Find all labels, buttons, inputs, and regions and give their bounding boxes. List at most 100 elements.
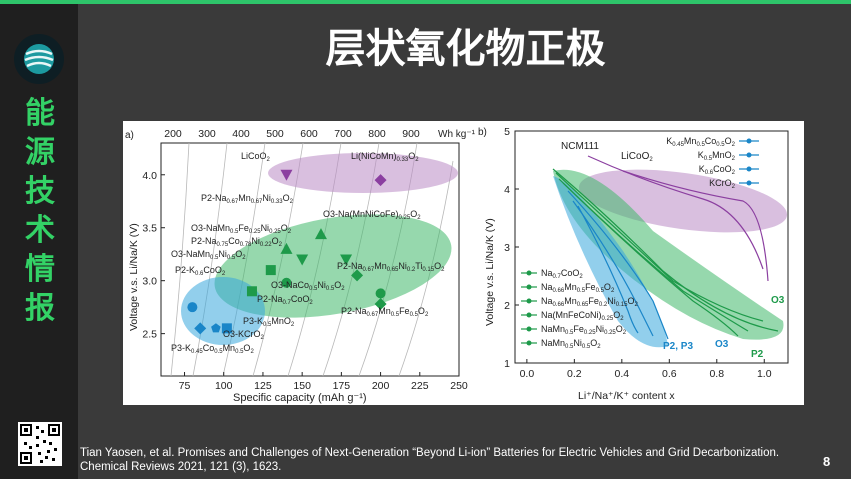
chart-a-point bbox=[281, 277, 292, 288]
curve-licoo2 bbox=[622, 170, 769, 282]
annot-p3-kmno2: P3-K0.5MnO2 bbox=[243, 316, 295, 328]
annot-p2-namnni: P2-Na0.67Mn0.67Ni0.33O2 bbox=[201, 193, 294, 205]
figure-panel: 75 100 125 150 175 200 225 250 2.5 3.0 3.5 4.0 200 30… bbox=[123, 121, 804, 405]
chart-a-top-tick-label: 700 bbox=[334, 128, 352, 140]
chart-a-point bbox=[280, 242, 293, 254]
chart-b-curves bbox=[552, 155, 779, 340]
reference-citation: Tian Yaosen, et al. Promises and Challen… bbox=[80, 446, 800, 474]
curve-k-3 bbox=[577, 205, 639, 334]
chart-a-xtick-label: 200 bbox=[372, 380, 390, 392]
curve-label-ncm111: NCM111 bbox=[561, 141, 599, 152]
curve-na-4 bbox=[562, 182, 739, 337]
curve-ncm111 bbox=[587, 155, 764, 270]
chart-a-top-tick-label: 800 bbox=[368, 128, 386, 140]
chart-a-point bbox=[211, 323, 221, 333]
legend-potassium-marker bbox=[746, 166, 752, 172]
annot-p2-kcoo2: P2-K0.6CoO2 bbox=[175, 265, 226, 277]
legend-sodium-marker bbox=[526, 270, 532, 276]
legend-sodium-label: Na0.7CoO2 bbox=[541, 268, 583, 280]
chart-a-points bbox=[187, 169, 387, 335]
chart-b-xtick-label: 0.2 bbox=[567, 368, 582, 380]
chart-b-xtick-label: 0.0 bbox=[520, 368, 535, 380]
chart-b-legend-sodium: Na0.7CoO2 Na0.66Mn0.5Fe0.5O2 Na0.66Mn0.65F… bbox=[521, 268, 638, 350]
chart-a-xtick-label: 250 bbox=[450, 380, 468, 392]
annot-licoo2: LiCoO2 bbox=[241, 151, 271, 163]
chart-a-ytick-label: 4.0 bbox=[142, 170, 157, 182]
annot-o3-kcro2: O3-KCrO2 bbox=[223, 329, 265, 341]
sidebar-char: 技 bbox=[25, 174, 55, 209]
chart-b-ytick-label: 5 bbox=[504, 126, 510, 138]
chart-a-point bbox=[187, 302, 198, 313]
chart-b-xtick-label: 0.8 bbox=[709, 368, 724, 380]
annot-p2-namnfe: P2-Na0.67Mn0.5Fe0.5O2 bbox=[341, 306, 429, 318]
legend-potassium-label: K0.45Mn0.5Co0.5O2 bbox=[666, 136, 735, 148]
chart-a-point bbox=[374, 297, 387, 310]
chart-b-xtick-label: 0.6 bbox=[662, 368, 677, 380]
annot-p2-nacoNi: P2-Na0.75Co0.78Ni0.22O2 bbox=[191, 236, 283, 248]
curve-k-1 bbox=[567, 190, 669, 340]
annot-p2-nacoo2: P2-Na0.7CoO2 bbox=[257, 294, 313, 306]
legend-potassium-label: K0.5MnO2 bbox=[698, 150, 736, 162]
chart-a-top-tick-label: 400 bbox=[232, 128, 250, 140]
chart-b-ytick-label: 3 bbox=[504, 242, 510, 254]
legend-potassium-label: KCrO2 bbox=[709, 178, 736, 190]
top-accent-bar bbox=[0, 0, 851, 4]
chart-a-panel-label: a) bbox=[125, 130, 134, 141]
curve-label-licoo2: LiCoO2 bbox=[621, 151, 653, 163]
chart-b-ylabel: Voltage v.s. Li/Na/K (V) bbox=[484, 218, 496, 326]
chart-a: 75 100 125 150 175 200 225 250 2.5 3.0 3.5 4.0 200 30… bbox=[125, 128, 476, 404]
chart-a-top-tick-label: 600 bbox=[300, 128, 318, 140]
legend-sodium-label: Na(MnFeCoNi)0.25O2 bbox=[541, 310, 624, 322]
chart-a-point bbox=[340, 254, 353, 266]
chart-b-legend-potassium: K0.45Mn0.5Co0.5O2 K0.5MnO2 K0.6CoO2 KCrO2 bbox=[666, 136, 759, 190]
chart-a-point bbox=[314, 228, 327, 240]
chart-b-panel-label: b) bbox=[478, 127, 487, 138]
sidebar-vertical-title: 能 源 技 术 情 报 bbox=[22, 94, 58, 328]
chart-a-xlabel: Specific capacity (mAh g⁻¹) bbox=[233, 392, 367, 404]
legend-sodium-marker bbox=[526, 312, 532, 318]
chart-a-ytick-label: 2.5 bbox=[142, 329, 157, 341]
chart-a-xtick-label: 150 bbox=[293, 380, 311, 392]
curve-na-1 bbox=[552, 168, 779, 332]
legend-sodium-label: NaMn0.5Ni0.5O2 bbox=[541, 338, 601, 350]
chart-a-axes: 75 100 125 150 175 200 225 250 2.5 3.0 3.5 4.0 200 30… bbox=[142, 128, 468, 392]
chart-a-point bbox=[265, 265, 276, 276]
chart-b-region-sodium bbox=[553, 169, 784, 340]
chart-b-xtick-label: 0.4 bbox=[615, 368, 630, 380]
chart-a-ylabel: Voltage v.s. Li/Na/K (V) bbox=[128, 223, 140, 331]
chart-a-point bbox=[221, 323, 232, 334]
annot-o3-namnfeni: O3-NaMn0.5Fe0.25Ni0.25O2 bbox=[191, 223, 292, 235]
sidebar-char: 源 bbox=[25, 135, 55, 170]
legend-potassium-marker bbox=[746, 180, 752, 186]
chart-b-ytick-label: 4 bbox=[504, 184, 510, 196]
chart-a-xtick-label: 100 bbox=[215, 380, 233, 392]
sidebar-char: 情 bbox=[25, 252, 55, 287]
chart-a-xtick-label: 75 bbox=[179, 380, 191, 392]
chart-a-top-tick-label: 500 bbox=[266, 128, 284, 140]
sidebar-char: 报 bbox=[25, 291, 55, 326]
chart-a-top-tick-label: 900 bbox=[402, 128, 420, 140]
chart-a-point bbox=[246, 286, 257, 297]
curve-label-p2p3-k: P2, P3 bbox=[663, 341, 693, 352]
legend-sodium-marker bbox=[526, 298, 532, 304]
chart-a-top-tick-label: 300 bbox=[198, 128, 216, 140]
chart-b: 0.0 0.2 0.4 0.6 0.8 1.0 1 2 3 4 5 b) Li⁺/Na⁺/K⁺ co… bbox=[478, 126, 789, 402]
chart-b-axes: 0.0 0.2 0.4 0.6 0.8 1.0 1 2 3 4 5 bbox=[504, 126, 772, 380]
annot-o3-na-mnnicofe: O3-Na(MnNiCoFe)0.25O2 bbox=[323, 209, 421, 221]
legend-sodium-label: Na0.66Mn0.5Fe0.5O2 bbox=[541, 282, 615, 294]
chart-a-point bbox=[374, 174, 387, 187]
legend-potassium-label: K0.6CoO2 bbox=[699, 164, 736, 176]
curve-k-2 bbox=[572, 200, 654, 337]
chart-a-point bbox=[375, 288, 386, 299]
curve-na-2 bbox=[555, 172, 764, 322]
sidebar: 能 源 技 术 情 报 bbox=[0, 4, 78, 479]
legend-potassium-marker bbox=[746, 138, 752, 144]
chart-b-region-potassium bbox=[553, 176, 668, 348]
sidebar-char: 术 bbox=[25, 213, 55, 248]
legend-potassium-marker bbox=[746, 152, 752, 158]
legend-sodium-marker bbox=[526, 326, 532, 332]
legend-sodium-marker bbox=[526, 284, 532, 290]
chart-a-point bbox=[194, 322, 207, 335]
slide-title: 层状氧化物正极 bbox=[325, 26, 606, 72]
legend-sodium-marker bbox=[526, 340, 532, 346]
